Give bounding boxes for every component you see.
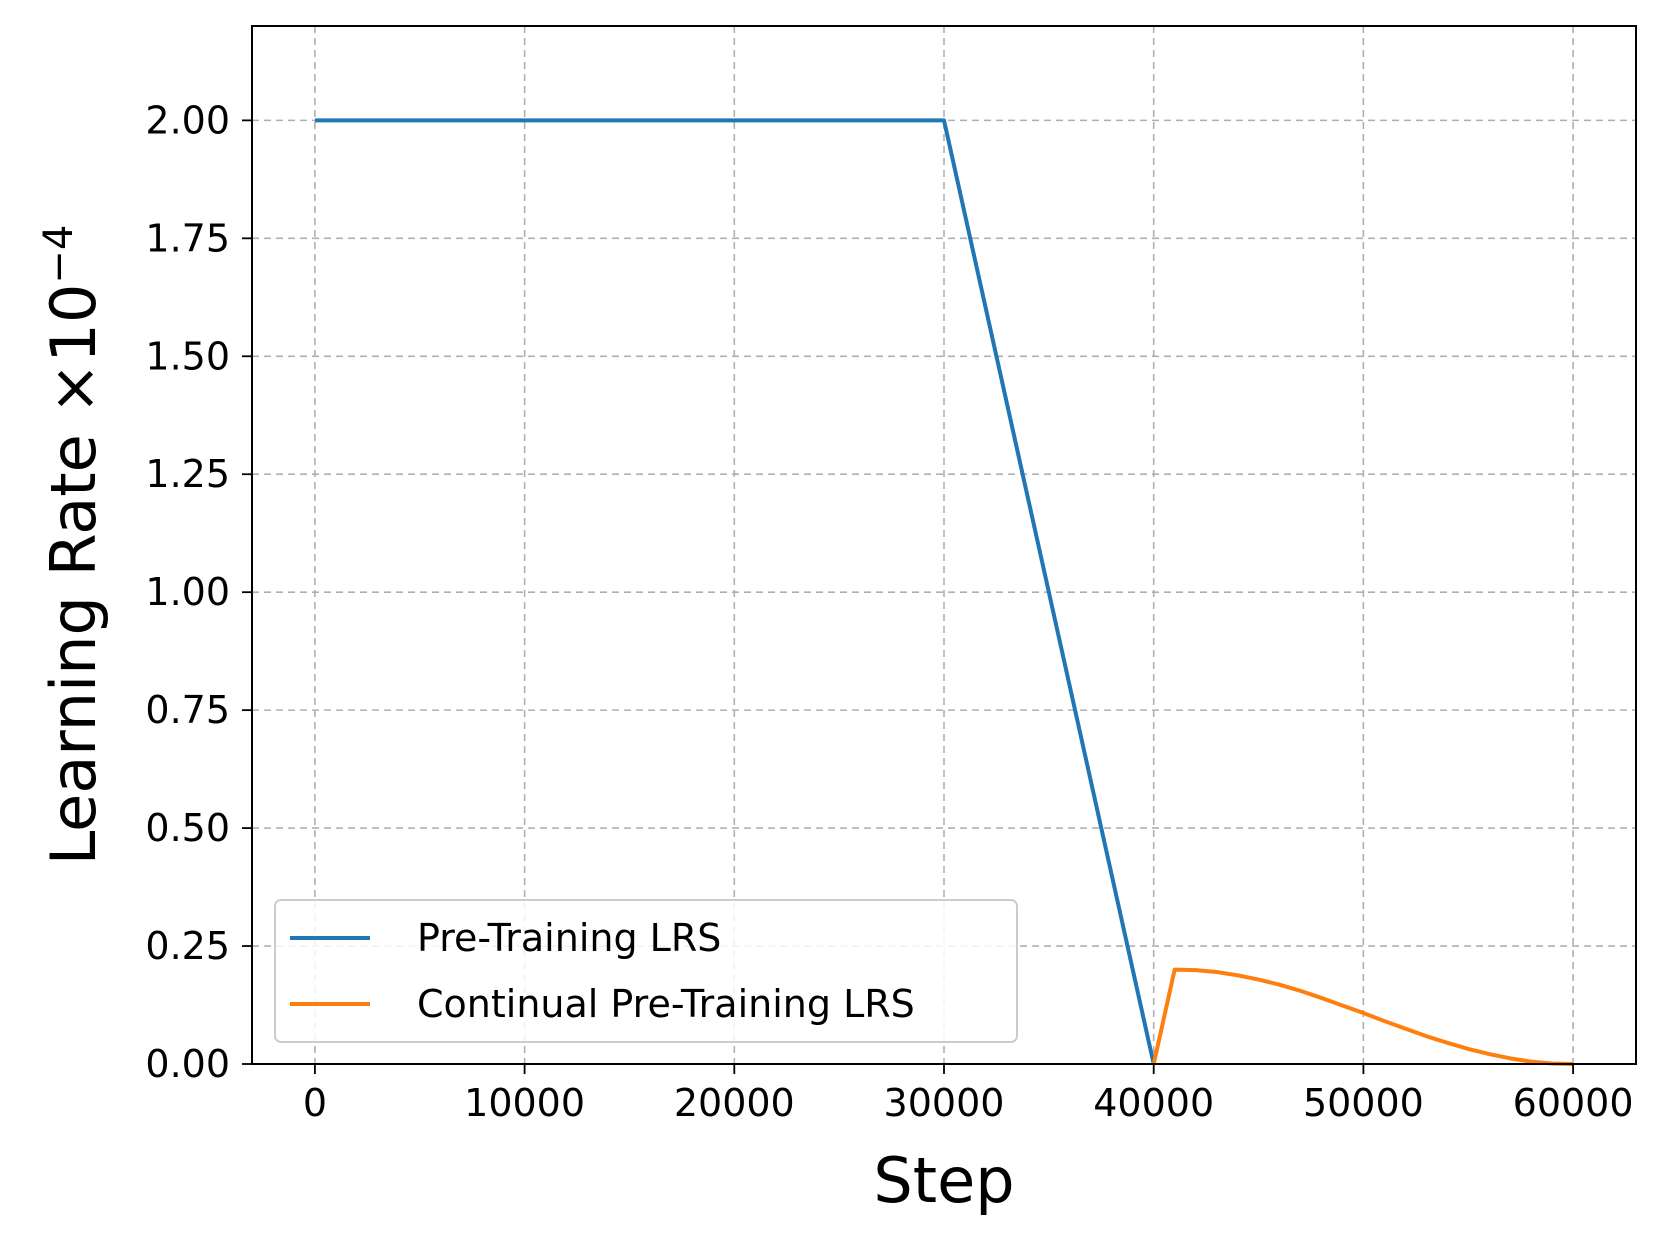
x-tick-label: 10000 [464, 1081, 585, 1125]
x-tick-label: 0 [303, 1081, 327, 1125]
x-tick-label: 40000 [1093, 1081, 1214, 1125]
x-tick-label: 20000 [674, 1081, 795, 1125]
y-tick-label: 0.75 [145, 688, 230, 732]
y-axis-title-text: Learning Rate ×10 [37, 284, 110, 866]
y-axis-title-exponent: −4 [36, 225, 82, 284]
series-line-1 [314, 118, 1156, 1065]
y-tick-label: 1.25 [145, 452, 230, 496]
y-tick-label: 0.25 [145, 924, 230, 968]
x-tick-label: 30000 [884, 1081, 1005, 1125]
series-line-2 [1151, 967, 1574, 1066]
axis-ticks: 0 10000 20000 30000 40000 50000 60000 0.00 0.25 0… [145, 98, 1633, 1125]
y-tick-label: 2.00 [145, 98, 230, 142]
y-tick-label: 1.00 [145, 570, 230, 614]
series-lines [314, 118, 1574, 1066]
legend-label: Pre-Training LRS [417, 916, 721, 960]
y-tick-label: 0.00 [145, 1042, 230, 1086]
y-axis-title: Learning Rate ×10−4 [36, 225, 110, 866]
x-tick-label: 60000 [1513, 1081, 1634, 1125]
y-tick-label: 1.50 [145, 334, 230, 378]
legend-box [274, 899, 1018, 1043]
x-tick-label: 50000 [1303, 1081, 1424, 1125]
legend: Pre-Training LRS Continual Pre-Training L… [274, 899, 1018, 1043]
y-tick-label: 0.50 [145, 806, 230, 850]
y-tick-label: 1.75 [145, 216, 230, 260]
x-axis-title: Step [873, 1144, 1014, 1217]
legend-label: Continual Pre-Training LRS [417, 982, 915, 1026]
